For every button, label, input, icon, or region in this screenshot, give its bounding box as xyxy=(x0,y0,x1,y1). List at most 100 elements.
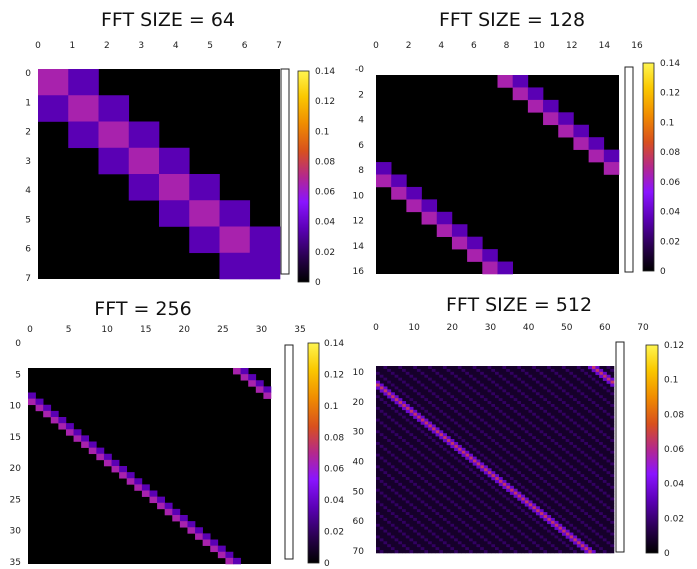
heatmap-cell xyxy=(610,488,615,492)
heatmap-cell xyxy=(398,523,403,528)
heatmap-cell xyxy=(521,447,526,452)
heatmap-cell xyxy=(376,529,381,533)
heatmap-cell xyxy=(409,415,414,419)
colorbar-tick-label: 0.02 xyxy=(324,528,344,538)
heatmap-cell xyxy=(450,383,455,387)
heatmap-cell xyxy=(387,532,392,536)
heatmap-cell xyxy=(383,532,388,536)
heatmap-cell xyxy=(480,462,485,466)
heatmap-cell xyxy=(187,521,196,528)
heatmap-cell xyxy=(472,541,477,545)
heatmap-cell xyxy=(476,491,481,495)
heatmap-cell xyxy=(394,541,399,545)
heatmap-cell xyxy=(561,439,566,443)
heatmap-cell xyxy=(487,482,492,487)
heatmap-cell xyxy=(558,515,563,519)
heatmap-cell xyxy=(513,468,518,472)
heatmap-cell xyxy=(550,535,555,539)
heatmap-cell xyxy=(521,459,526,463)
heatmap-cell xyxy=(498,512,503,516)
heatmap-cell xyxy=(550,541,555,545)
heatmap-cell xyxy=(442,447,447,452)
heatmap-cell xyxy=(528,488,533,492)
heatmap-cell xyxy=(435,401,440,405)
heatmap-cell xyxy=(509,515,514,519)
heatmap-cell xyxy=(398,517,403,522)
heatmap-cell xyxy=(487,547,492,551)
heatmap-cell xyxy=(416,474,421,478)
heatmap-cell xyxy=(591,380,596,384)
heatmap-cell xyxy=(394,523,399,528)
heatmap-cell xyxy=(457,374,462,378)
heatmap-cell xyxy=(379,439,384,443)
heatmap-cell xyxy=(565,529,570,533)
heatmap-cell xyxy=(603,149,620,163)
heatmap-cell xyxy=(498,389,503,393)
heatmap-cell xyxy=(569,471,574,475)
heatmap-cell xyxy=(584,366,589,370)
heatmap-cell xyxy=(468,477,473,481)
heatmap-cell xyxy=(513,541,518,545)
heatmap-cell xyxy=(420,488,425,492)
heatmap-cell xyxy=(390,415,395,419)
heatmap-cell xyxy=(543,503,548,507)
heatmap-cell xyxy=(595,401,600,405)
heatmap-cell xyxy=(379,374,384,378)
heatmap-cell xyxy=(210,545,219,553)
heatmap-cell xyxy=(528,392,533,396)
heatmap-cell xyxy=(390,459,395,463)
heatmap-cell xyxy=(424,401,429,405)
heatmap-cell xyxy=(587,497,592,501)
heatmap-cell xyxy=(595,380,600,384)
heatmap-cell xyxy=(376,506,381,510)
heatmap-cell xyxy=(394,500,399,504)
heatmap-cell xyxy=(450,380,455,384)
heatmap-cell xyxy=(450,418,455,422)
heatmap-cell xyxy=(472,368,477,373)
heatmap-cell xyxy=(435,529,440,533)
heatmap-cell xyxy=(573,515,578,519)
heatmap-cell xyxy=(428,512,433,516)
heatmap-cell xyxy=(435,386,440,390)
heatmap-cell xyxy=(513,465,518,469)
heatmap-cell xyxy=(513,462,518,466)
heatmap-cell xyxy=(413,403,418,408)
heatmap-cell xyxy=(390,500,395,504)
heatmap-cell xyxy=(543,515,548,519)
heatmap-cell xyxy=(157,496,165,504)
heatmap-cell xyxy=(383,517,388,522)
heatmap-cell xyxy=(554,500,559,504)
heatmap-cell xyxy=(569,497,574,501)
heatmap-cell xyxy=(509,433,514,437)
heatmap-cell xyxy=(376,532,381,536)
heatmap-cell xyxy=(498,468,503,472)
x-tick-label: 0 xyxy=(35,41,41,51)
heatmap-cell xyxy=(521,377,526,381)
heatmap-cell xyxy=(487,541,492,545)
heatmap-cell xyxy=(543,456,548,460)
x-tick-labels: 0 10 20 30 40 50 60 70 xyxy=(373,323,649,333)
heatmap-cell xyxy=(606,389,611,393)
heatmap-cell xyxy=(457,491,462,495)
heatmap-cell xyxy=(487,392,492,396)
heatmap-cell xyxy=(439,526,444,530)
heatmap-cell xyxy=(584,406,589,411)
heatmap-cell xyxy=(439,544,444,548)
colorbar-tick-label: 0 xyxy=(324,559,330,569)
heatmap-cell xyxy=(409,529,414,533)
heatmap-cell xyxy=(591,497,596,501)
heatmap-cell xyxy=(413,444,418,449)
heatmap-cell xyxy=(528,497,533,501)
heatmap-cell xyxy=(487,459,492,463)
heatmap-cell xyxy=(219,200,251,227)
heatmap-cell xyxy=(602,491,607,495)
heatmap-cell xyxy=(543,374,548,378)
heatmap-cell xyxy=(442,517,447,522)
heatmap-cell xyxy=(543,383,548,387)
heatmap-cell xyxy=(428,450,433,454)
heatmap-cell xyxy=(561,415,566,419)
heatmap-cell xyxy=(450,471,455,475)
heatmap-cell xyxy=(487,532,492,536)
heatmap-cell xyxy=(539,523,544,528)
heatmap-cell xyxy=(480,401,485,405)
